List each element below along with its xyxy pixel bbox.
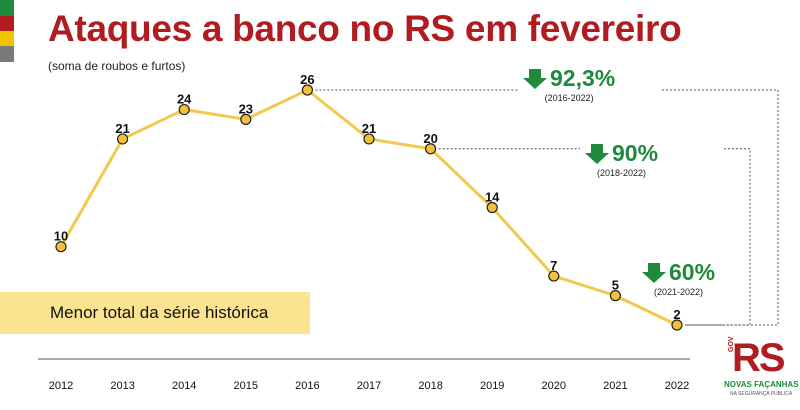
data-point-2018: [425, 143, 437, 155]
flag-stripe-gray: [0, 46, 14, 62]
data-point-2020: [548, 270, 560, 282]
callout-period: (2018-2022): [597, 168, 647, 178]
data-label-2019: 14: [485, 190, 500, 205]
flag-stripe-green: [0, 0, 14, 16]
logo: GOV RS NOVAS FAÇANHAS NA SEGURANÇA PÚBLI…: [718, 336, 799, 406]
callout-2018-2022: 90% (2018-2022): [585, 140, 658, 178]
x-tick-label-2021: 2021: [603, 380, 627, 392]
callout-percentage: 60%: [669, 259, 716, 285]
data-label-2020: 7: [550, 258, 557, 273]
data-label-2017: 21: [362, 121, 376, 136]
data-point-2014: [178, 103, 190, 116]
down-arrow-icon: [642, 262, 666, 283]
callout-percentage: 90%: [612, 140, 659, 166]
x-tick-label-2012: 2012: [49, 380, 73, 392]
x-tick-label-2017: 2017: [357, 380, 381, 392]
data-labels: 10 21 24 23 26 21 20 14 7 5 2: [54, 72, 681, 322]
data-point-2022: [671, 319, 683, 331]
logo-motto: NOVAS FAÇANHAS: [724, 380, 799, 389]
data-label-2015: 23: [239, 101, 253, 116]
data-points: [55, 84, 683, 331]
callout-2021-2022: 60% (2021-2022): [642, 259, 715, 297]
data-point-2019: [486, 201, 498, 214]
data-point-2016: [301, 84, 313, 96]
data-point-2015: [240, 113, 252, 125]
data-point-2021: [609, 290, 622, 302]
data-label-2022: 2: [673, 307, 680, 322]
x-tick-label-2014: 2014: [172, 380, 196, 392]
data-point-2017: [363, 133, 375, 145]
down-arrow-icon: [585, 143, 609, 164]
callout-2016-2022: 92,3% (2016-2022): [523, 65, 615, 103]
highlight-banner: Menor total da série histórica: [0, 292, 310, 334]
data-point-2012: [55, 241, 67, 253]
callout-period: (2016-2022): [544, 93, 594, 103]
logo-rs-mark: RS: [732, 336, 786, 380]
data-label-2013: 21: [115, 121, 129, 136]
data-label-2016: 26: [300, 72, 314, 87]
x-tick-label-2013: 2013: [110, 380, 134, 392]
callout-percentage: 92,3%: [550, 65, 616, 91]
annotation-connectors: [315, 89, 779, 326]
banner-text: Menor total da série histórica: [50, 303, 269, 322]
x-tick-label-2022: 2022: [665, 380, 689, 392]
logo-rs-letters: RS: [732, 336, 786, 380]
x-tick-label-2019: 2019: [480, 380, 504, 392]
data-point-2013: [116, 133, 129, 145]
callout-period: (2021-2022): [654, 287, 704, 297]
connector-2018-2022: [438, 148, 751, 326]
chart-subtitle: (soma de roubos e furtos): [48, 59, 186, 73]
x-tick-label-2015: 2015: [234, 380, 258, 392]
data-label-2012: 10: [54, 229, 68, 244]
x-tick-label-2018: 2018: [418, 380, 442, 392]
flag-stripe-yellow: [0, 31, 14, 46]
data-label-2018: 20: [423, 131, 437, 146]
data-label-2021: 5: [612, 278, 619, 293]
x-tick-label-2016: 2016: [295, 380, 319, 392]
down-arrow-icon: [523, 68, 547, 89]
chart-title: Ataques a banco no RS em fevereiro: [48, 8, 682, 49]
x-axis-ticks: 2012 2013 2014 2015 2016 2017 2018 2019 2020 2021…: [49, 380, 689, 392]
flag-stripe-red: [0, 16, 14, 31]
logo-area: NA SEGURANÇA PÚBLICA: [730, 391, 793, 397]
data-label-2014: 24: [177, 92, 192, 107]
x-tick-label-2020: 2020: [542, 380, 566, 392]
